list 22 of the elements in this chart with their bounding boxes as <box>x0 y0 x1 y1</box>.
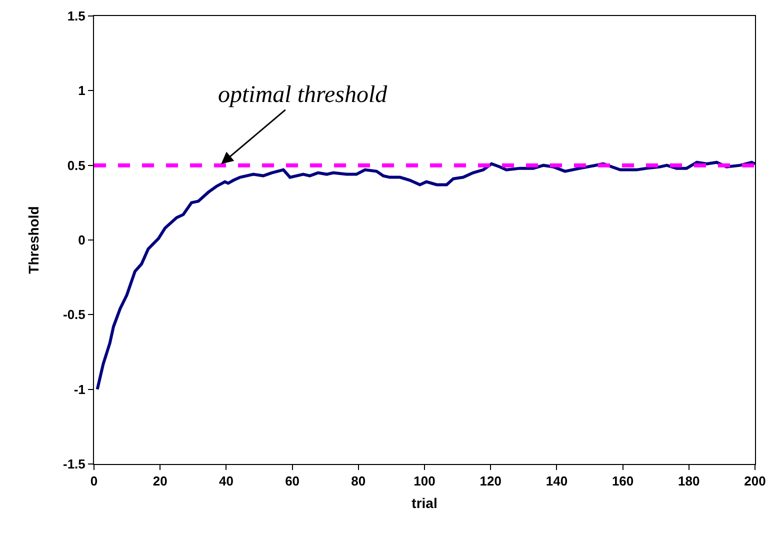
y-tick-label: 0.5 <box>67 158 86 173</box>
annotation: optimal threshold <box>218 82 388 108</box>
x-tick-label: 180 <box>678 474 700 489</box>
x-tick-label: 80 <box>351 474 366 489</box>
x-tick-label: 100 <box>414 474 436 489</box>
y-tick-label: 1.5 <box>67 8 86 24</box>
x-tick-label: 140 <box>546 474 568 489</box>
x-tick-label: 60 <box>285 474 300 489</box>
y-tick-label: 1 <box>78 83 86 98</box>
x-tick-label: 160 <box>612 474 634 489</box>
x-tick-label: 20 <box>152 474 168 489</box>
x-axis-title: trial <box>412 494 438 511</box>
x-tick-label: 200 <box>744 474 766 489</box>
x-tick-label: 40 <box>218 474 234 489</box>
y-tick-label: 0 <box>78 232 86 248</box>
y-tick-label: -1.5 <box>62 456 86 472</box>
x-tick-label: 0 <box>90 474 98 489</box>
x-tick-label: 120 <box>480 474 502 489</box>
line-series <box>96 160 755 391</box>
y-tick-label: -0.5 <box>62 307 86 322</box>
y-tick-label: -1 <box>74 382 86 397</box>
y-axis-title: Threshold <box>26 206 42 274</box>
